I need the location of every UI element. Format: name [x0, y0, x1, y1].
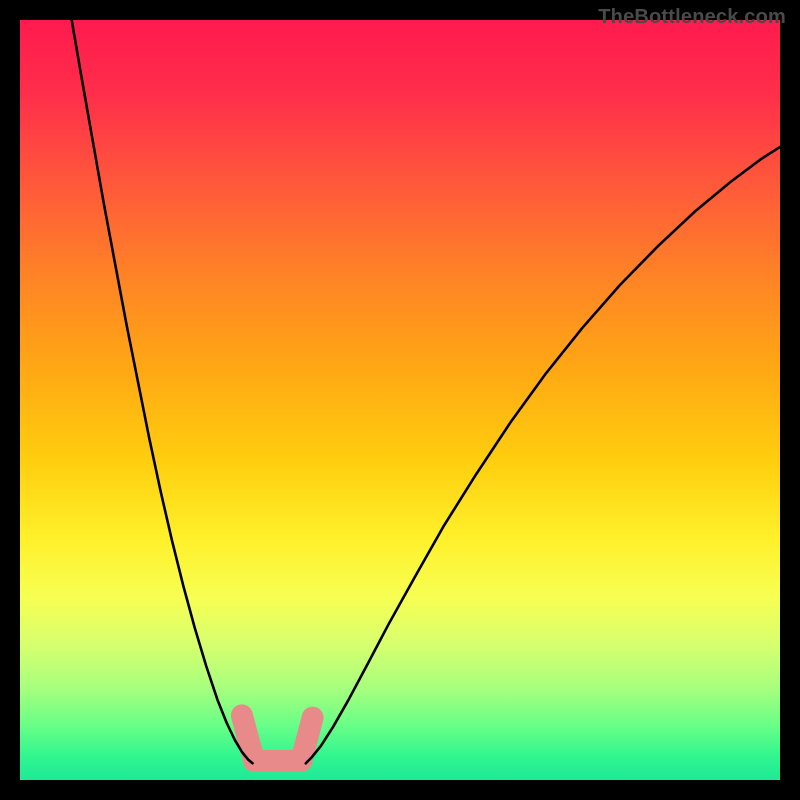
gradient-plot-area	[20, 20, 780, 780]
chart-svg	[0, 0, 800, 800]
pink-marker-segment	[301, 718, 312, 761]
chart-canvas: TheBottleneck.com	[0, 0, 800, 800]
watermark-text: TheBottleneck.com	[598, 6, 786, 29]
